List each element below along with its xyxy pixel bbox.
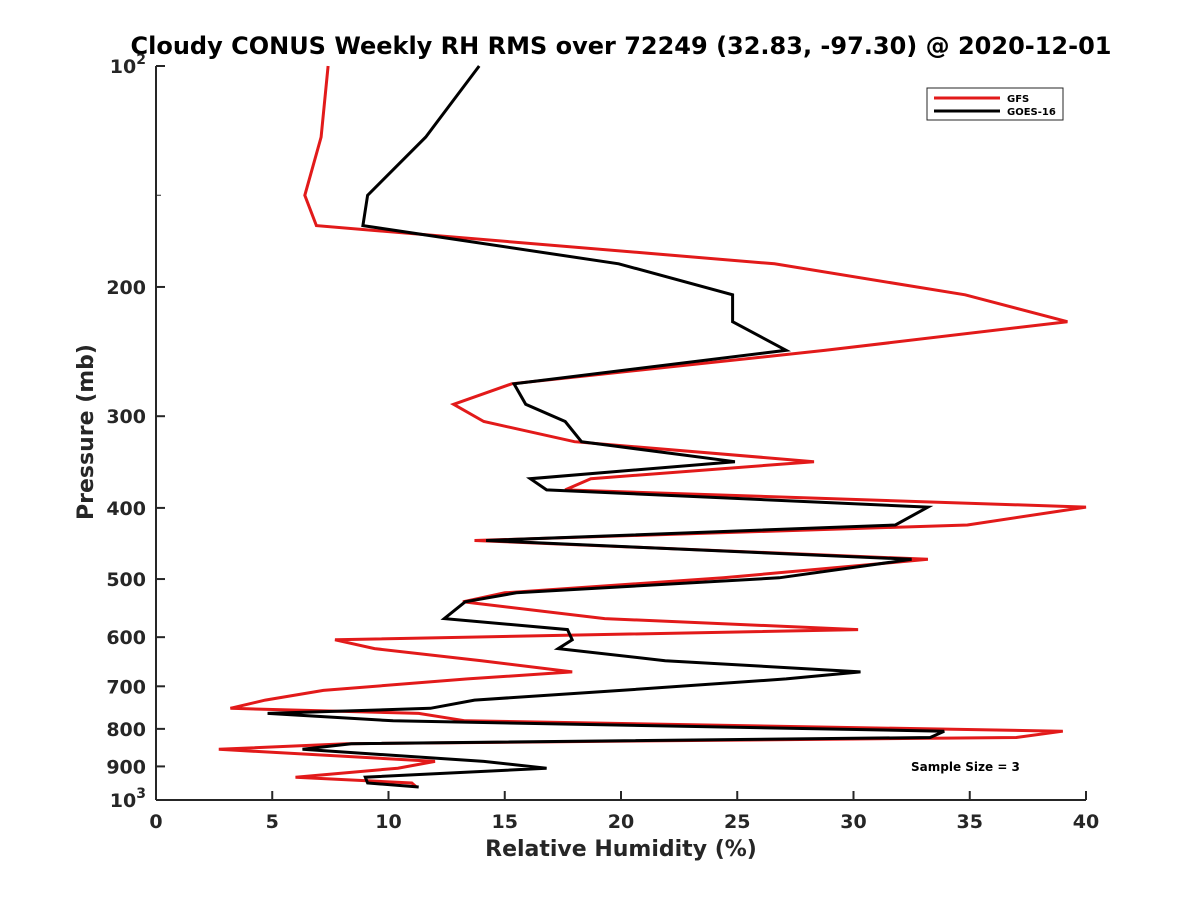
- series-line-gfs: [218, 65, 1087, 789]
- x-tick-label: 0: [149, 811, 162, 833]
- legend-label-goes-16: GOES-16: [1007, 107, 1056, 118]
- legend-box: [926, 87, 1064, 121]
- x-tick-label: 15: [492, 811, 518, 833]
- series-line-goes-16: [267, 65, 945, 789]
- y-tick-exponent: 2: [136, 52, 146, 68]
- y-tick-exponent: 3: [136, 786, 146, 802]
- y-tick-label: 900: [106, 756, 146, 778]
- x-axis-label: Relative Humidity (%): [485, 837, 757, 862]
- x-tick-label: 25: [724, 811, 750, 833]
- y-tick-base: 10: [110, 56, 136, 78]
- y-tick-label: 102: [110, 52, 146, 78]
- legend: GFS GOES-16: [926, 87, 1064, 121]
- legend-label-gfs: GFS: [1007, 94, 1029, 105]
- y-tick-label: 200: [106, 277, 146, 299]
- y-tick-label: 800: [106, 719, 146, 741]
- y-tick-label: 103: [110, 786, 146, 812]
- x-tick-label: 20: [608, 811, 634, 833]
- x-tick-label: 30: [840, 811, 866, 833]
- axes-layer: 0 5 10 15 20 25 30 35 40102200300400500600700800…: [106, 52, 1099, 833]
- y-tick-label: 500: [106, 569, 146, 591]
- x-tick-label: 35: [957, 811, 983, 833]
- x-tick-label: 10: [375, 811, 401, 833]
- y-tick-label: 400: [106, 498, 146, 520]
- sample-size-annotation: Sample Size = 3: [911, 760, 1020, 774]
- y-tick-label: 600: [106, 627, 146, 649]
- y-axis-label: Pressure (mb): [74, 344, 99, 520]
- y-tick-label: 300: [106, 406, 146, 428]
- chart-title: Cloudy CONUS Weekly RH RMS over 72249 (3…: [131, 32, 1112, 60]
- y-tick-base: 10: [110, 790, 136, 812]
- x-tick-label: 5: [266, 811, 279, 833]
- y-tick-label: 700: [106, 676, 146, 698]
- series-layer: [218, 65, 1087, 789]
- x-tick-label: 40: [1073, 811, 1099, 833]
